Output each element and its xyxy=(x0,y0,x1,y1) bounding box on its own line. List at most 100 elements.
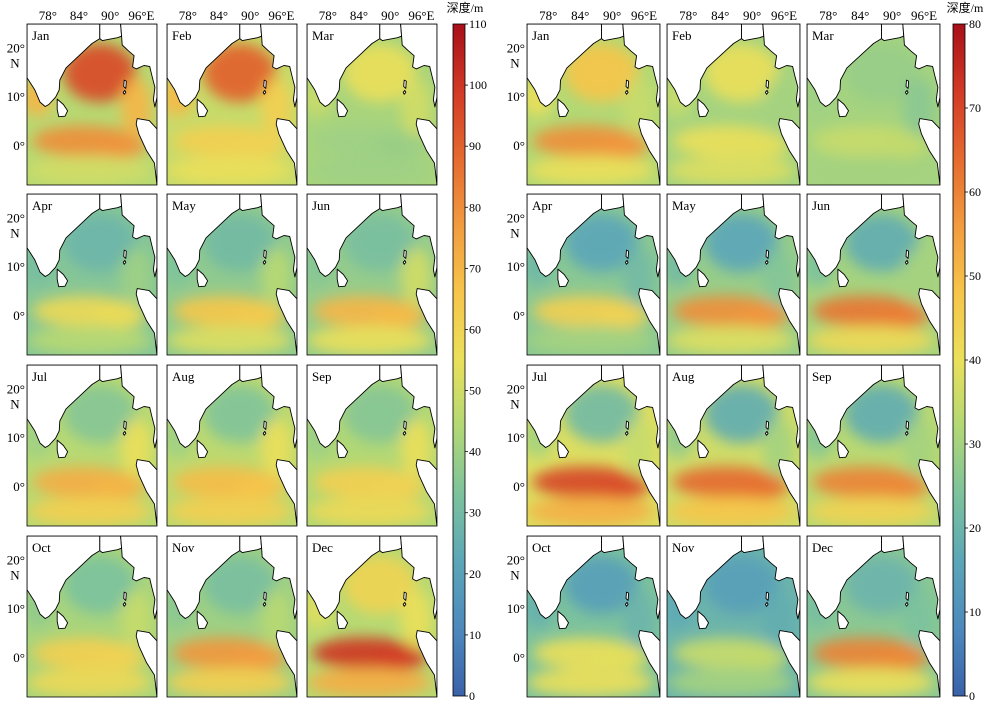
land-mask xyxy=(807,536,940,697)
map-field xyxy=(667,24,800,185)
month-label: Sep xyxy=(812,369,832,384)
map-frame xyxy=(26,364,158,527)
colorbar-tick-label: 0 xyxy=(969,689,975,703)
x-tick-label: 90° xyxy=(743,8,761,23)
colorbar-tick-label: 30 xyxy=(969,437,981,451)
map-field xyxy=(27,365,157,526)
month-label: Apr xyxy=(532,198,553,213)
map-field xyxy=(527,24,660,185)
y-tick-label: 20° xyxy=(507,552,525,567)
month-label: Jul xyxy=(532,369,548,384)
month-label: Jan xyxy=(32,28,50,43)
y-unit-label: N xyxy=(510,225,520,240)
map-dec: Dec xyxy=(306,535,438,698)
y-tick-label: 10° xyxy=(507,430,525,445)
map-field xyxy=(807,536,940,697)
left-figure-panel: Jan 78° 84° 90° 96°E 20° 10° 0° N Feb 78° 84° 90° 96°… xyxy=(7,0,487,703)
colorbar-tick-label: 20 xyxy=(469,567,481,581)
colorbar: 深度/m 0 10 20 30 40 50 60 70 80 90 100 110 xyxy=(447,0,487,703)
month-label: Mar xyxy=(812,28,834,43)
map-oct: Oct 20° 10° 0° N xyxy=(7,535,158,698)
month-label: Jul xyxy=(32,369,48,384)
y-tick-label: 20° xyxy=(7,552,25,567)
map-frame xyxy=(306,364,438,527)
map-field xyxy=(667,536,800,697)
land-mask xyxy=(307,194,437,355)
colorbar-tick-label: 70 xyxy=(969,101,981,115)
month-label: Apr xyxy=(32,198,53,213)
colorbar-title: 深度/m xyxy=(947,0,984,15)
map-frame xyxy=(806,364,941,527)
map-field xyxy=(527,194,660,355)
map-field xyxy=(167,194,297,355)
map-frame xyxy=(166,364,298,527)
x-tick-label: 78° xyxy=(539,8,557,23)
y-tick-label: 10° xyxy=(7,259,25,274)
map-field xyxy=(27,194,157,355)
y-tick-label: 0° xyxy=(13,308,25,323)
x-tick-label: 84° xyxy=(571,8,589,23)
map-field xyxy=(307,194,437,355)
y-tick-label: 0° xyxy=(513,650,525,665)
map-field xyxy=(167,365,297,526)
map-field xyxy=(307,536,437,697)
month-label: Nov xyxy=(172,540,195,555)
map-frame xyxy=(166,535,298,698)
y-tick-label: 10° xyxy=(507,601,525,616)
map-frame xyxy=(26,23,158,186)
map-jan: Jan 78° 84° 90° 96°E 20° 10° 0° N xyxy=(7,8,158,186)
map-nov: Nov xyxy=(166,535,298,698)
map-frame xyxy=(306,193,438,356)
map-field xyxy=(307,365,437,526)
map-field xyxy=(527,365,660,526)
colorbar-tick-label: 10 xyxy=(469,628,481,642)
x-tick-label: 96°E xyxy=(911,8,937,23)
y-tick-label: 10° xyxy=(7,430,25,445)
map-mar: Mar 78° 84° 90° 96°E xyxy=(306,8,438,186)
land-mask xyxy=(807,24,940,185)
map-oct: Oct 20° 10° 0° N xyxy=(507,535,661,698)
map-field xyxy=(807,24,940,185)
map-jan: Jan 78° 84° 90° 96°E 20° 10° 0° N xyxy=(507,8,661,186)
x-tick-label: 78° xyxy=(39,8,57,23)
month-label: Jan xyxy=(532,28,550,43)
colorbar-tick-label: 0 xyxy=(469,689,475,703)
month-label: May xyxy=(672,198,696,213)
x-tick-label: 84° xyxy=(851,8,869,23)
x-tick-label: 96°E xyxy=(128,8,154,23)
y-tick-label: 0° xyxy=(13,479,25,494)
land-mask xyxy=(807,194,940,355)
x-tick-label: 90° xyxy=(241,8,259,23)
y-tick-label: 20° xyxy=(7,381,25,396)
x-tick-label: 78° xyxy=(179,8,197,23)
map-may: May xyxy=(166,193,298,356)
map-field xyxy=(27,536,157,697)
land-mask xyxy=(27,194,157,355)
colorbar-tick-label: 40 xyxy=(469,445,481,459)
y-unit-label: N xyxy=(10,55,20,70)
map-jun: Jun xyxy=(806,193,941,356)
x-tick-label: 90° xyxy=(101,8,119,23)
map-nov: Nov xyxy=(666,535,801,698)
map-may: May xyxy=(666,193,801,356)
month-label: Feb xyxy=(172,28,192,43)
land-mask xyxy=(307,24,437,185)
month-label: Dec xyxy=(312,540,333,555)
land-mask xyxy=(167,194,297,355)
land-mask xyxy=(307,365,437,526)
map-field xyxy=(807,365,940,526)
land-mask xyxy=(307,536,437,697)
map-frame xyxy=(526,193,661,356)
y-tick-label: 10° xyxy=(507,259,525,274)
map-frame xyxy=(666,364,801,527)
map-frame xyxy=(526,535,661,698)
land-mask xyxy=(667,365,800,526)
month-label: May xyxy=(172,198,196,213)
y-tick-label: 20° xyxy=(7,210,25,225)
map-frame xyxy=(806,23,941,186)
land-mask xyxy=(167,365,297,526)
colorbar-tick-label: 20 xyxy=(969,521,981,535)
y-tick-label: 0° xyxy=(13,650,25,665)
y-unit-label: N xyxy=(10,567,20,582)
